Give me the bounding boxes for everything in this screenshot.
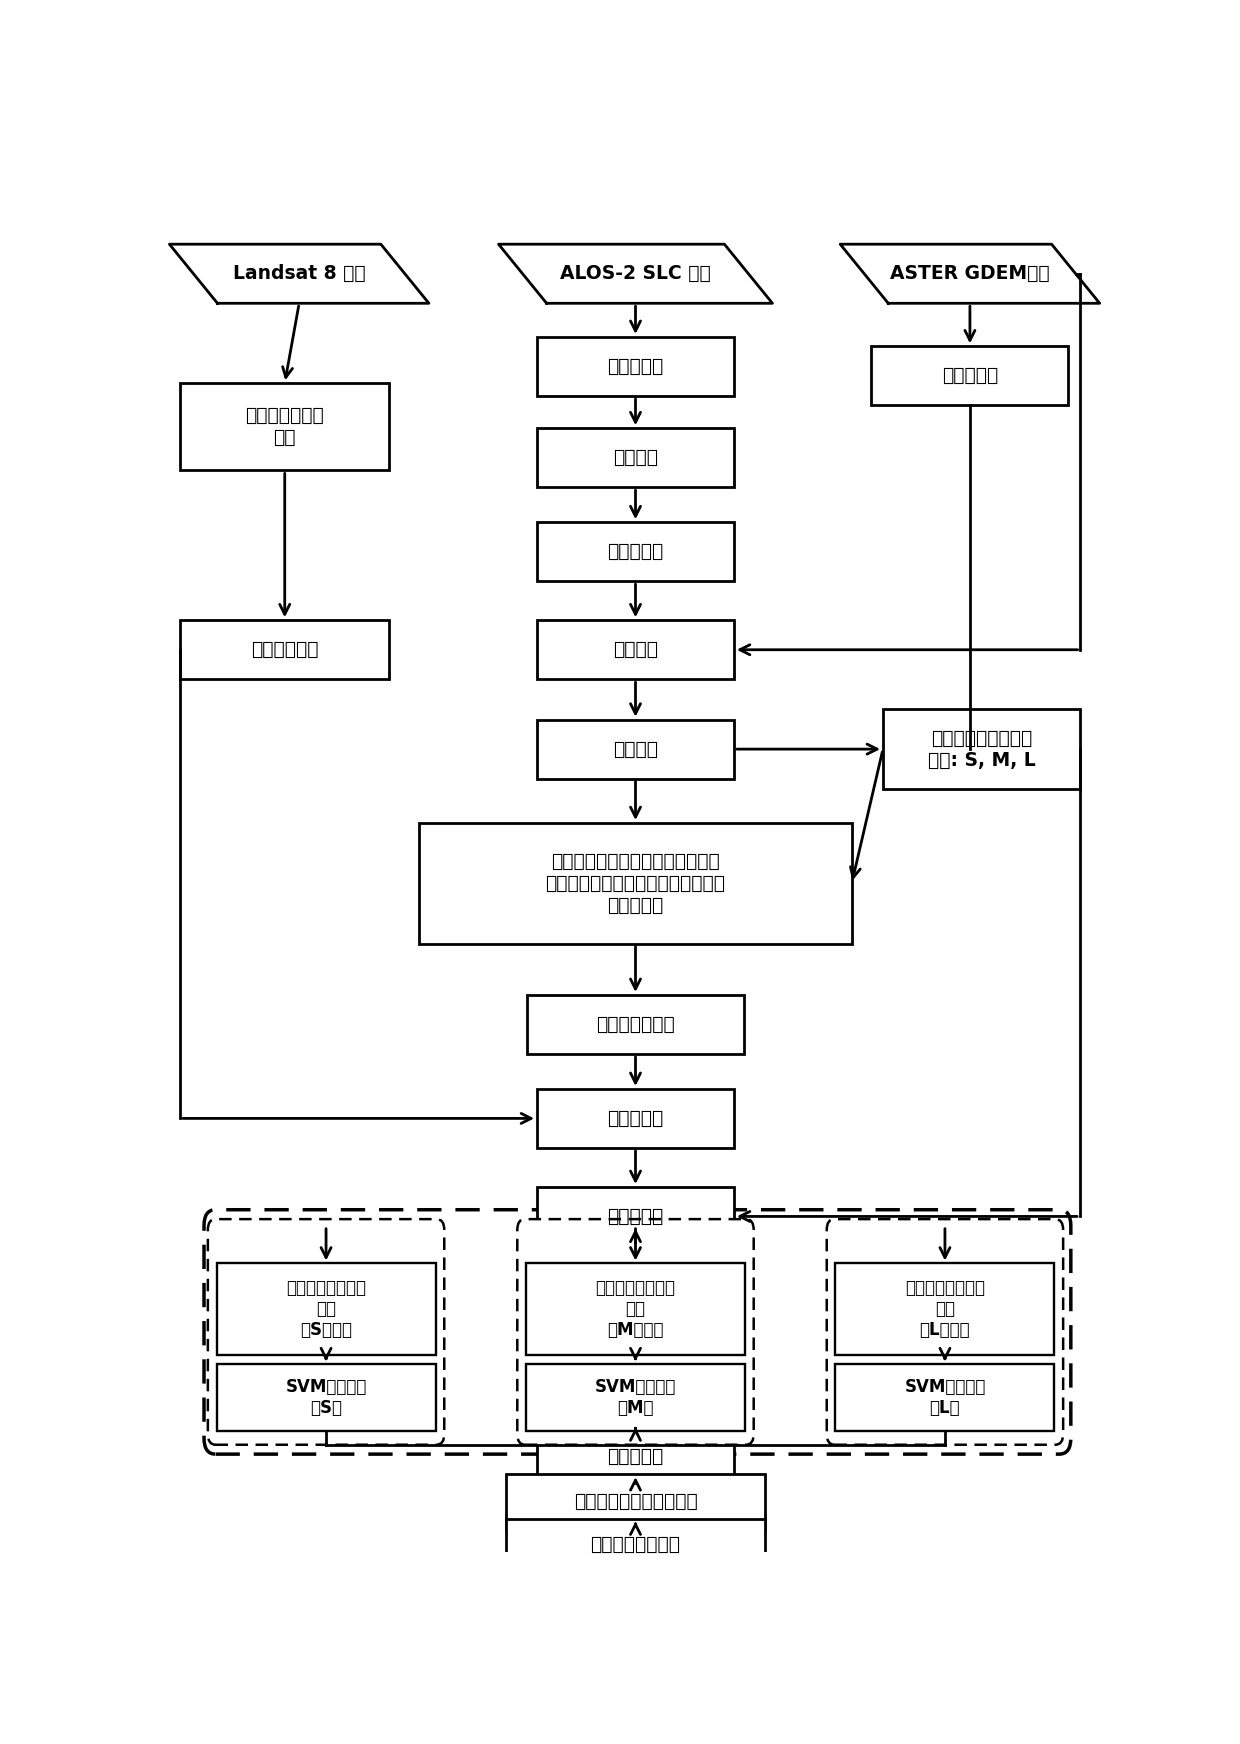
Bar <box>836 1263 1054 1355</box>
Bar <box>537 1427 734 1486</box>
Bar <box>419 823 852 944</box>
Bar <box>217 1364 435 1432</box>
Polygon shape <box>841 244 1100 303</box>
Text: 坡度，坡向: 坡度，坡向 <box>942 366 998 385</box>
Bar <box>872 347 1069 405</box>
Text: 多波段特征影像、
样本
（S夹角）: 多波段特征影像、 样本 （S夹角） <box>286 1280 366 1339</box>
FancyBboxPatch shape <box>205 1210 1071 1454</box>
Bar <box>527 994 744 1053</box>
Text: 表面散射，体散射，二面角散射，
散射熵，各向异性，散射角，阴影，
局部入射角: 表面散射，体散射，二面角散射， 散射熵，各向异性，散射角，阴影， 局部入射角 <box>546 851 725 916</box>
Text: 协方差矩阵: 协方差矩阵 <box>608 358 663 377</box>
Bar <box>526 1364 745 1432</box>
Text: 雷达波束与坡面夹角
矢量: S, M, L: 雷达波束与坡面夹角 矢量: S, M, L <box>928 729 1035 769</box>
Text: Landsat 8 影像: Landsat 8 影像 <box>233 265 366 283</box>
Bar <box>180 621 389 678</box>
Bar <box>506 1519 765 1570</box>
Text: 定向角校正: 定向角校正 <box>608 542 663 562</box>
Bar <box>537 337 734 396</box>
Text: SVM分类模型
（S）: SVM分类模型 （S） <box>285 1378 367 1418</box>
Text: 分类后处理: 分类后处理 <box>608 1448 663 1467</box>
Bar <box>537 621 734 678</box>
Text: 多波段特征影像、
样本
（L夹角）: 多波段特征影像、 样本 （L夹角） <box>905 1280 985 1339</box>
FancyBboxPatch shape <box>517 1219 754 1444</box>
Bar <box>217 1263 435 1355</box>
Text: 极化分解: 极化分解 <box>613 640 658 659</box>
Text: 主成分分析: 主成分分析 <box>608 1109 663 1128</box>
Text: SVM分类模型
（M）: SVM分类模型 （M） <box>595 1378 676 1418</box>
Text: ASTER GDEM影像: ASTER GDEM影像 <box>890 265 1050 283</box>
Bar <box>537 1188 734 1245</box>
FancyBboxPatch shape <box>827 1219 1063 1444</box>
Polygon shape <box>498 244 773 303</box>
Text: 多波段特征影像: 多波段特征影像 <box>596 1015 675 1034</box>
Text: SVM分类模型
（L）: SVM分类模型 （L） <box>904 1378 986 1418</box>
Bar <box>537 521 734 581</box>
Bar <box>537 429 734 487</box>
Bar <box>526 1263 745 1355</box>
Text: 积雪，裸冰，表熈，岩石: 积雪，裸冰，表熈，岩石 <box>574 1491 697 1510</box>
Bar <box>537 1088 734 1148</box>
Text: 冰川区，非冰川区: 冰川区，非冰川区 <box>590 1535 681 1554</box>
Bar <box>836 1364 1054 1432</box>
Text: 多波段特征影像、
样本
（M夹角）: 多波段特征影像、 样本 （M夹角） <box>595 1280 676 1339</box>
Text: 地类样本矢量: 地类样本矢量 <box>250 640 319 659</box>
Bar <box>537 720 734 778</box>
Text: 地理编码: 地理编码 <box>613 739 658 759</box>
Polygon shape <box>170 244 429 303</box>
Text: ALOS-2 SLC 影像: ALOS-2 SLC 影像 <box>560 265 711 283</box>
Text: 面向对象多尺度
分割: 面向对象多尺度 分割 <box>246 406 324 446</box>
Bar <box>506 1474 765 1528</box>
Bar <box>883 708 1080 790</box>
Text: 样本特征值: 样本特征值 <box>608 1207 663 1226</box>
FancyBboxPatch shape <box>208 1219 444 1444</box>
Bar <box>180 384 389 471</box>
Text: 极化滤波: 极化滤波 <box>613 448 658 467</box>
